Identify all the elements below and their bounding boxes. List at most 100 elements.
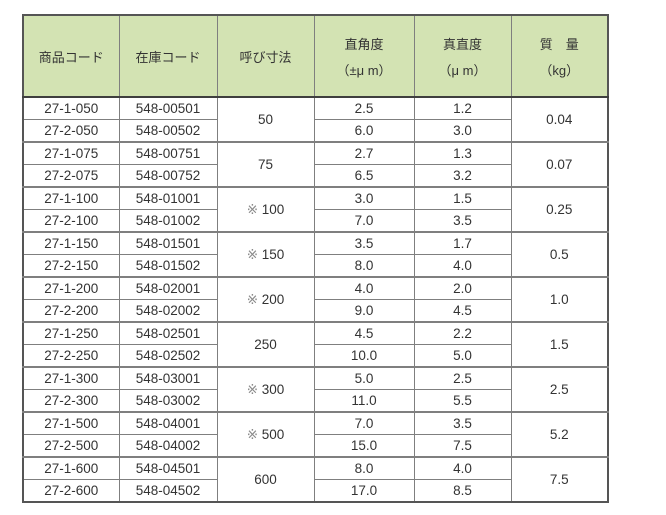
straightness-cell: 5.5 [413, 389, 512, 413]
mass-cell: 0.5 [510, 231, 609, 278]
nominal-size-cell: 250 [216, 321, 315, 368]
reference-mark: ※ [246, 291, 262, 307]
nominal-size-cell: 600 [216, 456, 315, 503]
squareness-cell: 8.0 [313, 456, 415, 480]
header-nominal-size: 呼び寸法 [216, 14, 315, 98]
product-code-cell: 27-1-300 [22, 366, 120, 390]
product-code-cell: 27-2-600 [22, 479, 120, 503]
nominal-size-value: 200 [261, 291, 285, 307]
header-stock-code: 在庫コード [118, 14, 218, 98]
table-row: 27-1-075 548-00751 75 2.7 1.3 0.07 [22, 141, 609, 188]
table-row: 27-1-600 548-04501 600 8.0 4.0 7.5 [22, 456, 609, 503]
straightness-cell: 3.2 [413, 164, 512, 188]
nominal-size-cell: ※ 500 [216, 411, 315, 458]
nominal-size-value: 100 [261, 201, 285, 217]
straightness-cell: 5.0 [413, 344, 512, 368]
table-body: 27-1-050 548-00501 50 2.5 1.2 0.04 27-2-050 548… [22, 96, 609, 503]
table-row: 27-2-150 548-01502 8.0 4.0 [22, 254, 608, 278]
stock-code-cell: 548-00502 [118, 119, 218, 143]
straightness-cell: 2.0 [413, 276, 512, 300]
squareness-cell: 3.0 [313, 186, 415, 210]
squareness-cell: 4.5 [313, 321, 415, 345]
squareness-cell: 2.5 [313, 96, 415, 120]
mass-cell: 0.07 [510, 141, 609, 188]
nominal-size-value: 150 [261, 246, 285, 262]
nominal-size-cell: ※ 200 [216, 276, 315, 323]
squareness-cell: 7.0 [313, 411, 415, 435]
header-squareness-unit: （±μ m） [336, 62, 392, 78]
straightness-cell: 4.5 [413, 299, 512, 323]
nominal-size-value: 600 [254, 472, 277, 487]
squareness-cell: 15.0 [313, 434, 415, 458]
nominal-size-cell: ※ 150 [216, 231, 315, 278]
stock-code-cell: 548-00751 [118, 141, 218, 165]
product-code-cell: 27-1-600 [22, 456, 120, 480]
header-product-code: 商品コード [22, 14, 120, 98]
reference-mark: ※ [246, 201, 262, 217]
squareness-cell: 2.7 [313, 141, 415, 165]
straightness-cell: 7.5 [413, 434, 512, 458]
straightness-cell: 1.5 [413, 186, 512, 210]
squareness-cell: 7.0 [313, 209, 415, 233]
product-code-cell: 27-2-500 [22, 434, 120, 458]
stock-code-cell: 548-02001 [118, 276, 218, 300]
straightness-cell: 3.5 [413, 411, 512, 435]
straightness-cell: 3.5 [413, 209, 512, 233]
table-row: 27-2-500 548-04002 15.0 7.5 [22, 434, 608, 458]
product-code-cell: 27-2-250 [22, 344, 120, 368]
straightness-cell: 1.2 [413, 96, 512, 120]
mass-cell: 1.5 [510, 321, 609, 368]
header-mass: 質 量 （kg） [510, 14, 609, 98]
table-row: 27-1-150 548-01501 ※ 150 3.5 1.7 0.5 [22, 231, 609, 278]
table-row: 27-1-200 548-02001 ※ 200 4.0 2.0 1.0 [22, 276, 609, 323]
header-straightness-label: 真直度 [442, 36, 482, 52]
mass-cell: 0.25 [510, 186, 609, 233]
straightness-cell: 8.5 [413, 479, 512, 503]
squareness-cell: 6.5 [313, 164, 415, 188]
table-row: 27-2-250 548-02502 10.0 5.0 [22, 344, 608, 368]
product-code-cell: 27-1-075 [22, 141, 120, 165]
header-mass-label: 質 量 [539, 36, 579, 52]
product-code-cell: 27-2-300 [22, 389, 120, 413]
stock-code-cell: 548-04502 [118, 479, 218, 503]
straightness-cell: 2.2 [413, 321, 512, 345]
stock-code-cell: 548-01502 [118, 254, 218, 278]
table-row: 27-2-100 548-01002 7.0 3.5 [22, 209, 608, 233]
reference-mark: ※ [246, 381, 262, 397]
stock-code-cell: 548-04501 [118, 456, 218, 480]
stock-code-cell: 548-01001 [118, 186, 218, 210]
header-straightness-unit: （μ m） [438, 62, 487, 78]
product-code-cell: 27-2-200 [22, 299, 120, 323]
product-code-cell: 27-2-050 [22, 119, 120, 143]
stock-code-cell: 548-00752 [118, 164, 218, 188]
nominal-size-cell: 75 [216, 141, 315, 188]
product-code-cell: 27-1-150 [22, 231, 120, 255]
stock-code-cell: 548-02002 [118, 299, 218, 323]
stock-code-cell: 548-02501 [118, 321, 218, 345]
table-row: 27-1-500 548-04001 ※ 500 7.0 3.5 5.2 [22, 411, 609, 458]
straightness-cell: 4.0 [413, 254, 512, 278]
straightness-cell: 4.0 [413, 456, 512, 480]
table-row: 27-2-050 548-00502 6.0 3.0 [22, 119, 608, 143]
nominal-size-cell: 50 [216, 96, 315, 143]
stock-code-cell: 548-04002 [118, 434, 218, 458]
spec-table-container: 商品コード 在庫コード 呼び寸法 直角度 （±μ m） 真直度 （μ m） 質 … [22, 14, 609, 503]
product-code-cell: 27-2-075 [22, 164, 120, 188]
stock-code-cell: 548-03002 [118, 389, 218, 413]
nominal-size-value: 500 [261, 426, 285, 442]
mass-cell: 7.5 [510, 456, 609, 503]
nominal-size-value: 300 [261, 381, 285, 397]
table-row: 27-1-050 548-00501 50 2.5 1.2 0.04 [22, 96, 609, 143]
reference-mark: ※ [246, 426, 262, 442]
straightness-cell: 1.3 [413, 141, 512, 165]
mass-cell: 5.2 [510, 411, 609, 458]
table-row: 27-2-200 548-02002 9.0 4.5 [22, 299, 608, 323]
header-row: 商品コード 在庫コード 呼び寸法 直角度 （±μ m） 真直度 （μ m） 質 … [22, 14, 609, 98]
table-row: 27-1-100 548-01001 ※ 100 3.0 1.5 0.25 [22, 186, 609, 233]
squareness-cell: 3.5 [313, 231, 415, 255]
nominal-size-cell: ※ 100 [216, 186, 315, 233]
product-code-cell: 27-2-150 [22, 254, 120, 278]
squareness-cell: 6.0 [313, 119, 415, 143]
squareness-cell: 11.0 [313, 389, 415, 413]
product-spec-table: 商品コード 在庫コード 呼び寸法 直角度 （±μ m） 真直度 （μ m） 質 … [22, 14, 609, 503]
